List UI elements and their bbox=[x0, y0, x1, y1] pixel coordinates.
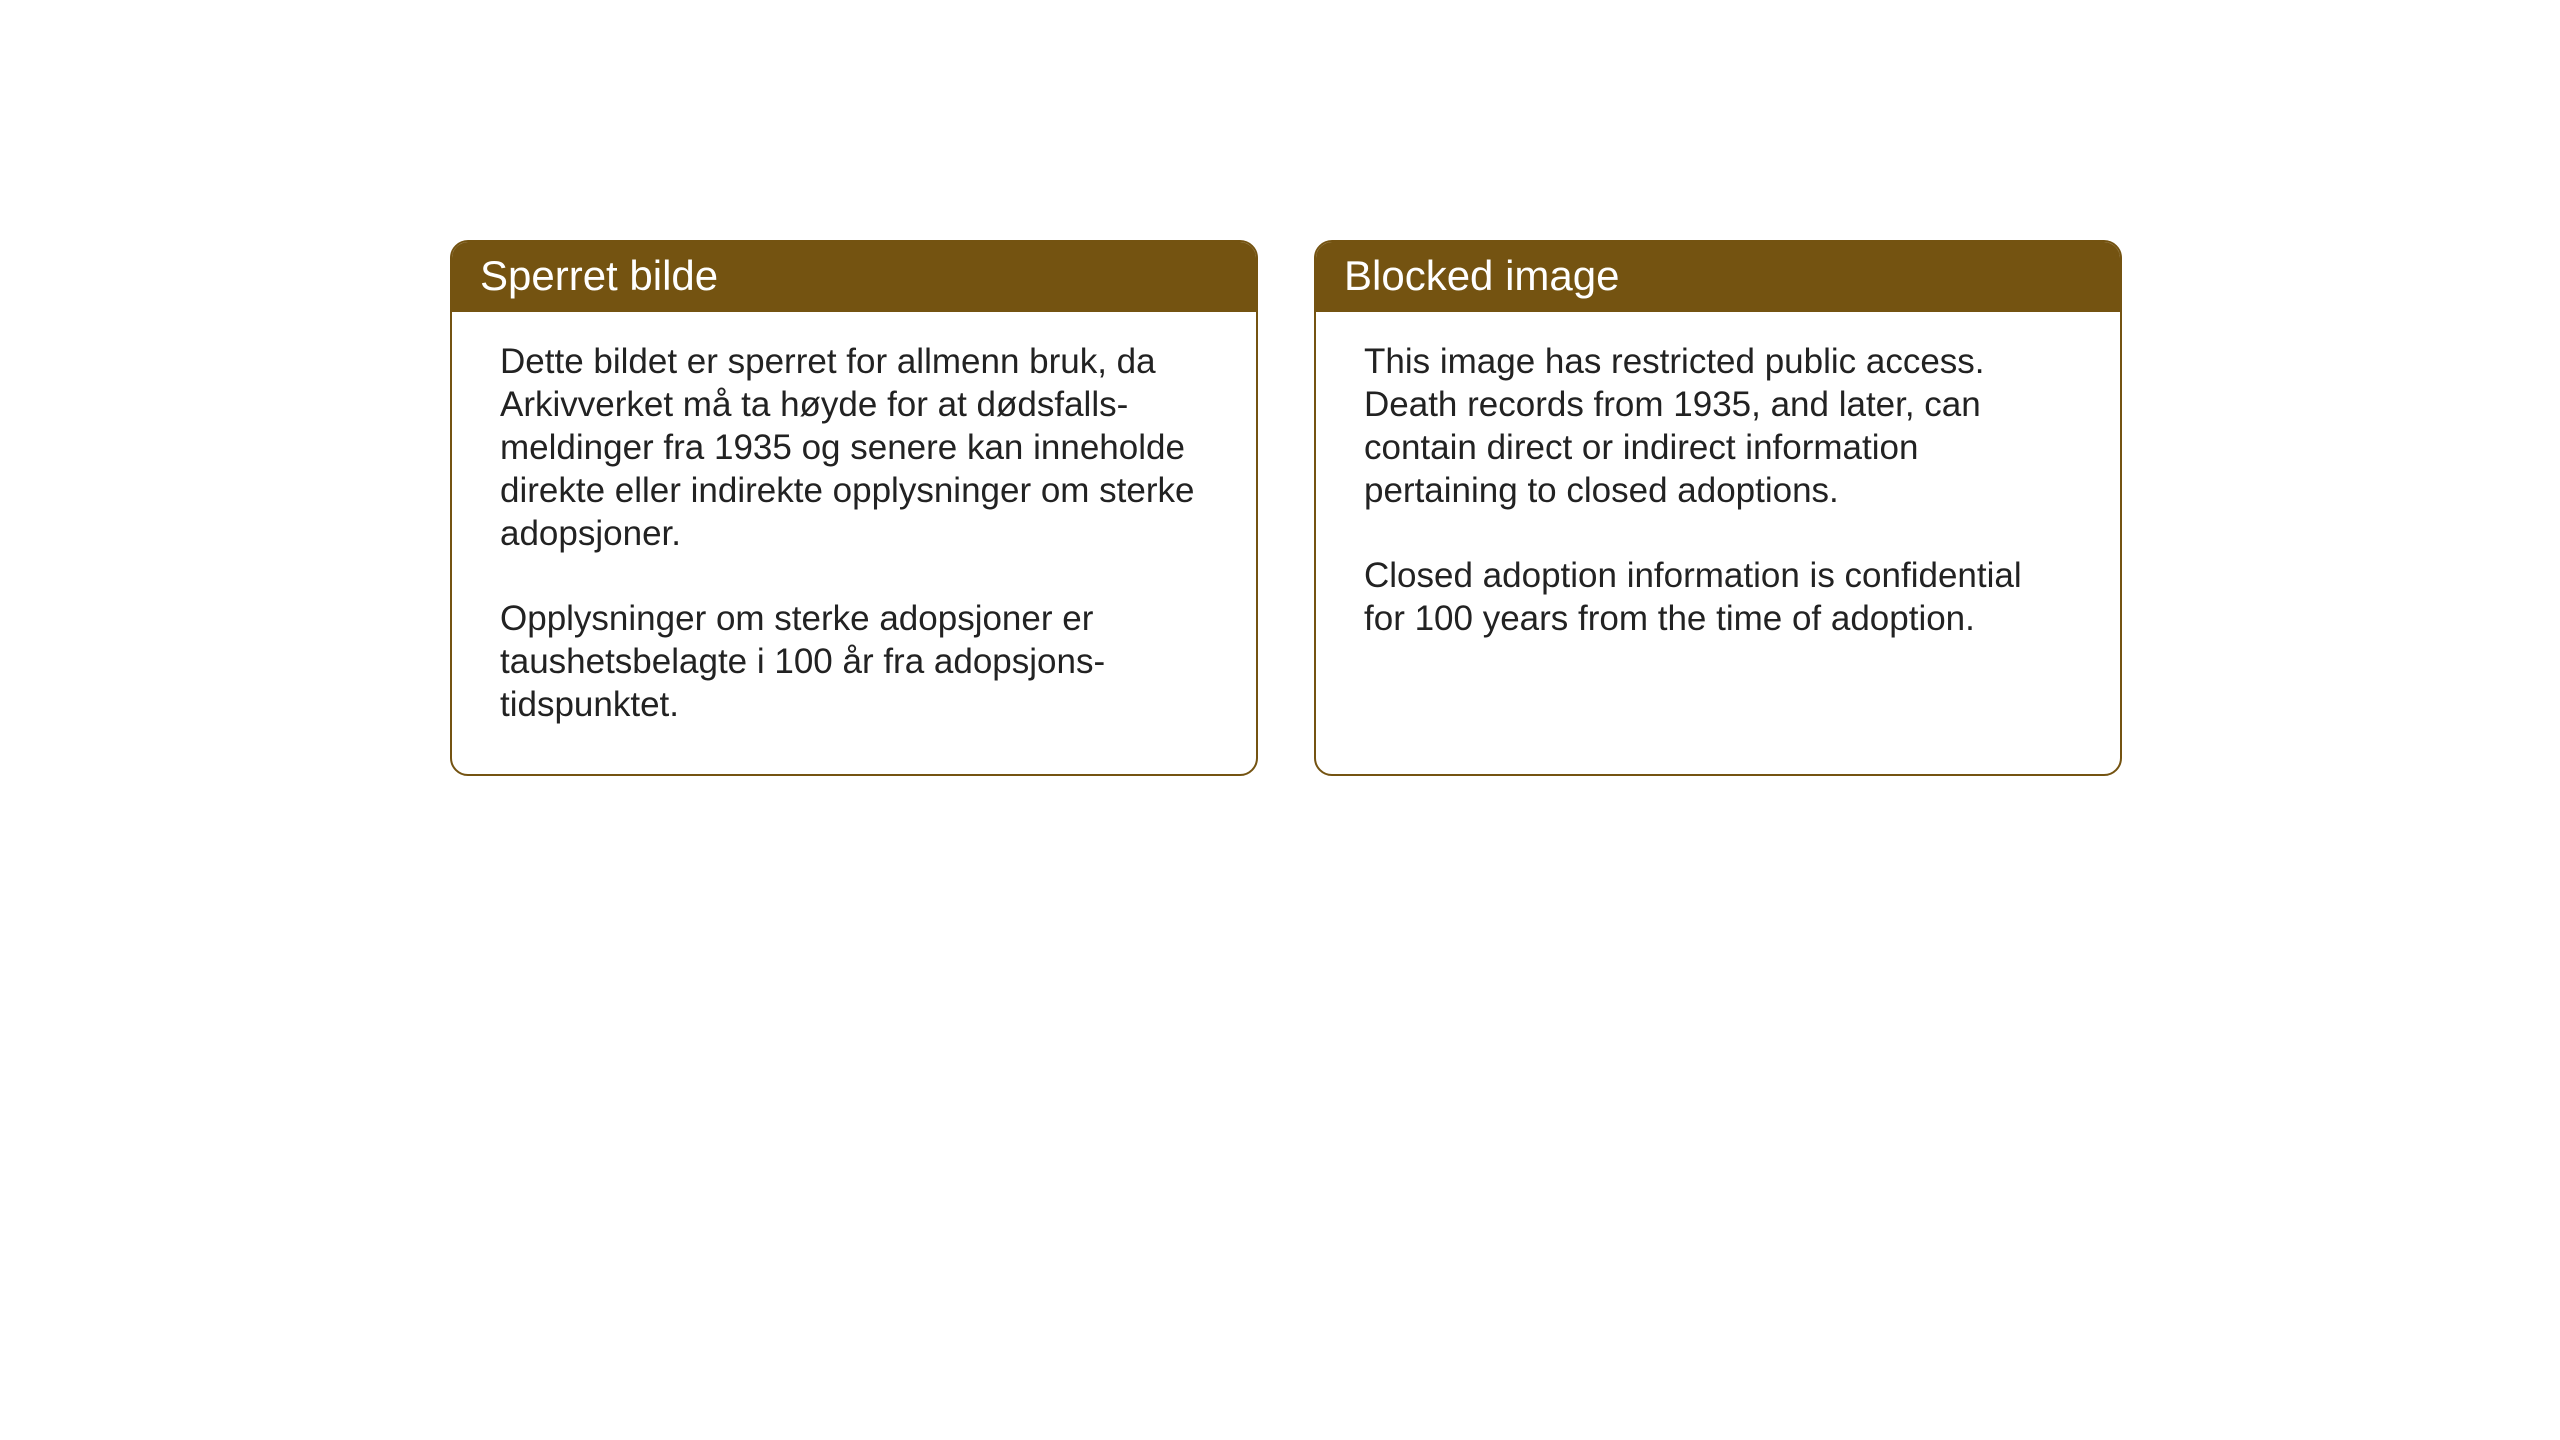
notice-box-english: Blocked image This image has restricted … bbox=[1314, 240, 2122, 776]
notice-title: Blocked image bbox=[1344, 252, 1619, 299]
notice-paragraph: This image has restricted public access.… bbox=[1364, 340, 2072, 512]
notice-body-norwegian: Dette bildet er sperret for allmenn bruk… bbox=[452, 312, 1256, 774]
notice-title: Sperret bilde bbox=[480, 252, 718, 299]
notice-body-english: This image has restricted public access.… bbox=[1316, 312, 2120, 688]
notice-box-norwegian: Sperret bilde Dette bildet er sperret fo… bbox=[450, 240, 1258, 776]
notice-paragraph: Dette bildet er sperret for allmenn bruk… bbox=[500, 340, 1208, 555]
notice-header-norwegian: Sperret bilde bbox=[452, 242, 1256, 312]
notice-paragraph: Closed adoption information is confident… bbox=[1364, 554, 2072, 640]
notice-header-english: Blocked image bbox=[1316, 242, 2120, 312]
notice-container: Sperret bilde Dette bildet er sperret fo… bbox=[450, 240, 2122, 776]
notice-paragraph: Opplysninger om sterke adopsjoner er tau… bbox=[500, 597, 1208, 726]
